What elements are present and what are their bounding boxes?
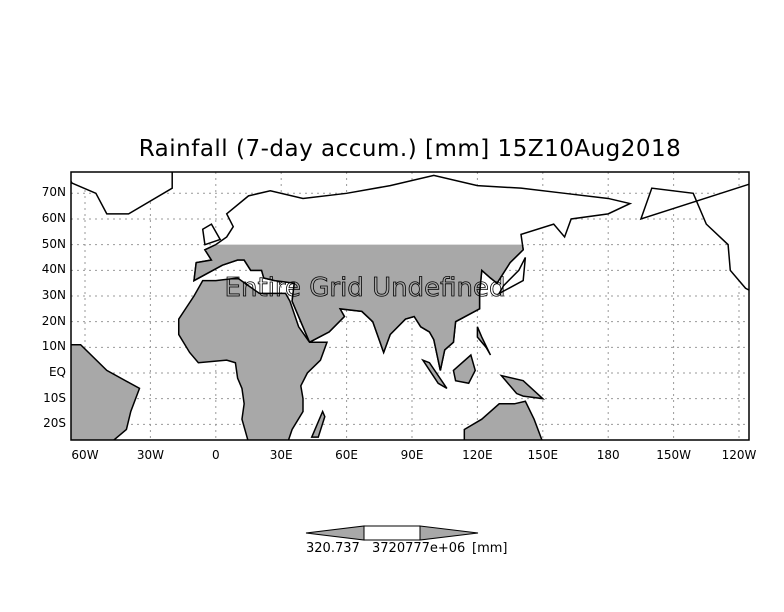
landmass-south-america (71, 344, 141, 440)
lon-label: 30W (136, 448, 164, 462)
lon-label: 150E (527, 448, 559, 462)
lat-label: 50N (41, 236, 66, 251)
lat-label: 40N (41, 262, 66, 277)
lon-label: 150W (656, 448, 691, 462)
landmass-africa (177, 277, 329, 440)
colorbar-label-max: 3720777e+06 (372, 541, 466, 556)
lat-label: 10N (41, 339, 66, 354)
lon-label: 90E (400, 448, 424, 462)
landmass-madagascar (310, 409, 326, 438)
landmass-australia (463, 400, 543, 440)
landmass-sumatra (420, 358, 448, 390)
landmass-eurasia-undefined (193, 244, 524, 371)
lat-label: 60N (41, 210, 66, 225)
lon-label: 30E (269, 448, 293, 462)
landmass-north-america (639, 183, 749, 291)
colorbar-box (363, 525, 421, 541)
lat-label: EQ (48, 365, 66, 379)
lat-label: 20N (41, 313, 66, 328)
lon-label: 120W (721, 448, 757, 462)
lon-label: 180 (596, 448, 620, 462)
landmass-britain (201, 223, 222, 246)
landmass-greenland (71, 172, 173, 215)
lon-label: 60W (71, 448, 99, 462)
lon-label: 0 (211, 448, 220, 462)
landmass-japan (497, 257, 527, 296)
colorbar-unit: [mm] (472, 541, 508, 556)
undefined-grid-message: Entire Grid Undefined (225, 273, 506, 303)
lat-label: 10S (43, 390, 66, 405)
colorbar-right-triangle (419, 525, 479, 541)
map-layer (71, 172, 749, 440)
landmass-borneo (452, 353, 477, 385)
lat-label: 30N (41, 287, 66, 302)
lat-label: 70N (41, 185, 66, 200)
lon-label: 120E (462, 448, 493, 462)
landmass-new-guinea (499, 374, 546, 400)
colorbar-left-triangle (305, 525, 365, 541)
landmass-philippines (476, 326, 492, 356)
colorbar-label-min: 320.737 (306, 541, 360, 556)
lat-label: 20S (43, 416, 66, 431)
map-frame (70, 171, 750, 441)
map-title: Rainfall (7-day accum.) [mm] 15Z10Aug201… (138, 136, 682, 162)
lon-label: 60E (335, 448, 359, 462)
